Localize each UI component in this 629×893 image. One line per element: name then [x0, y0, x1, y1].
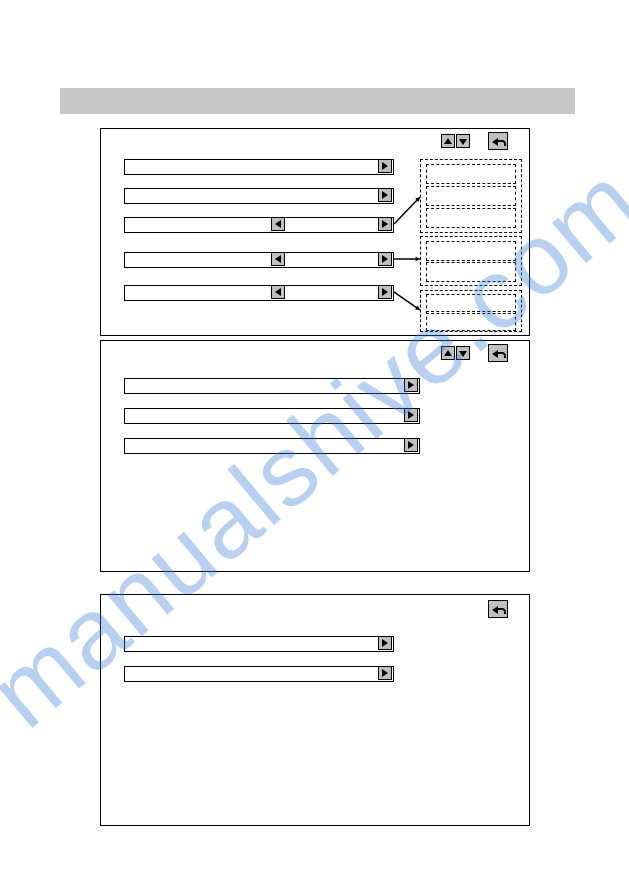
back-button[interactable]: [488, 132, 508, 150]
panel-2: [100, 340, 530, 572]
right-triangle-icon: [382, 191, 388, 199]
back-arrow-icon: [489, 133, 507, 149]
back-button[interactable]: [488, 600, 508, 618]
row-next-button[interactable]: [378, 252, 392, 266]
list-row[interactable]: [124, 285, 394, 301]
list-row[interactable]: [124, 636, 394, 652]
row-next-button[interactable]: [378, 159, 392, 173]
list-row[interactable]: [124, 408, 420, 424]
up-triangle-icon: [444, 350, 452, 356]
row-next-button[interactable]: [378, 188, 392, 202]
left-triangle-icon: [275, 255, 281, 263]
row-next-button[interactable]: [404, 408, 418, 422]
row-next-button[interactable]: [378, 285, 392, 299]
option-box[interactable]: [426, 262, 516, 282]
right-triangle-icon: [408, 441, 414, 449]
option-box[interactable]: [426, 186, 516, 206]
connector-arrow-icon: [392, 253, 430, 265]
option-box[interactable]: [426, 208, 516, 228]
header-bar: [60, 88, 575, 114]
row-next-button[interactable]: [378, 636, 392, 650]
scroll-up-button[interactable]: [441, 346, 455, 360]
left-triangle-icon: [275, 220, 281, 228]
right-triangle-icon: [408, 381, 414, 389]
option-box[interactable]: [426, 311, 516, 331]
down-triangle-icon: [459, 139, 467, 145]
right-triangle-icon: [382, 639, 388, 647]
row-next-button[interactable]: [378, 217, 392, 231]
connector-arrow-icon: [392, 286, 430, 316]
row-prev-button[interactable]: [271, 252, 285, 266]
back-button[interactable]: [488, 344, 508, 362]
row-prev-button[interactable]: [271, 285, 285, 299]
scroll-up-button[interactable]: [441, 134, 455, 148]
list-row[interactable]: [124, 217, 394, 233]
row-next-button[interactable]: [404, 378, 418, 392]
row-next-button[interactable]: [404, 438, 418, 452]
option-box[interactable]: [426, 241, 516, 261]
panel-3: [100, 594, 530, 826]
back-arrow-icon: [489, 345, 507, 361]
row-next-button[interactable]: [378, 666, 392, 680]
right-triangle-icon: [382, 669, 388, 677]
list-row[interactable]: [124, 666, 394, 682]
list-row[interactable]: [124, 159, 394, 175]
scroll-down-button[interactable]: [456, 346, 470, 360]
list-row[interactable]: [124, 188, 394, 204]
right-triangle-icon: [382, 220, 388, 228]
back-arrow-icon: [489, 601, 507, 617]
connector-arrow-icon: [392, 191, 430, 230]
scroll-down-button[interactable]: [456, 134, 470, 148]
up-triangle-icon: [444, 138, 452, 144]
row-prev-button[interactable]: [271, 217, 285, 231]
right-triangle-icon: [382, 288, 388, 296]
right-triangle-icon: [382, 162, 388, 170]
page: { "watermark_text": "manualshive.com", "…: [0, 0, 629, 893]
list-row[interactable]: [124, 378, 420, 394]
left-triangle-icon: [275, 288, 281, 296]
right-triangle-icon: [382, 255, 388, 263]
option-box[interactable]: [426, 164, 516, 184]
down-triangle-icon: [459, 351, 467, 357]
right-triangle-icon: [408, 411, 414, 419]
list-row[interactable]: [124, 438, 420, 454]
list-row[interactable]: [124, 252, 394, 268]
